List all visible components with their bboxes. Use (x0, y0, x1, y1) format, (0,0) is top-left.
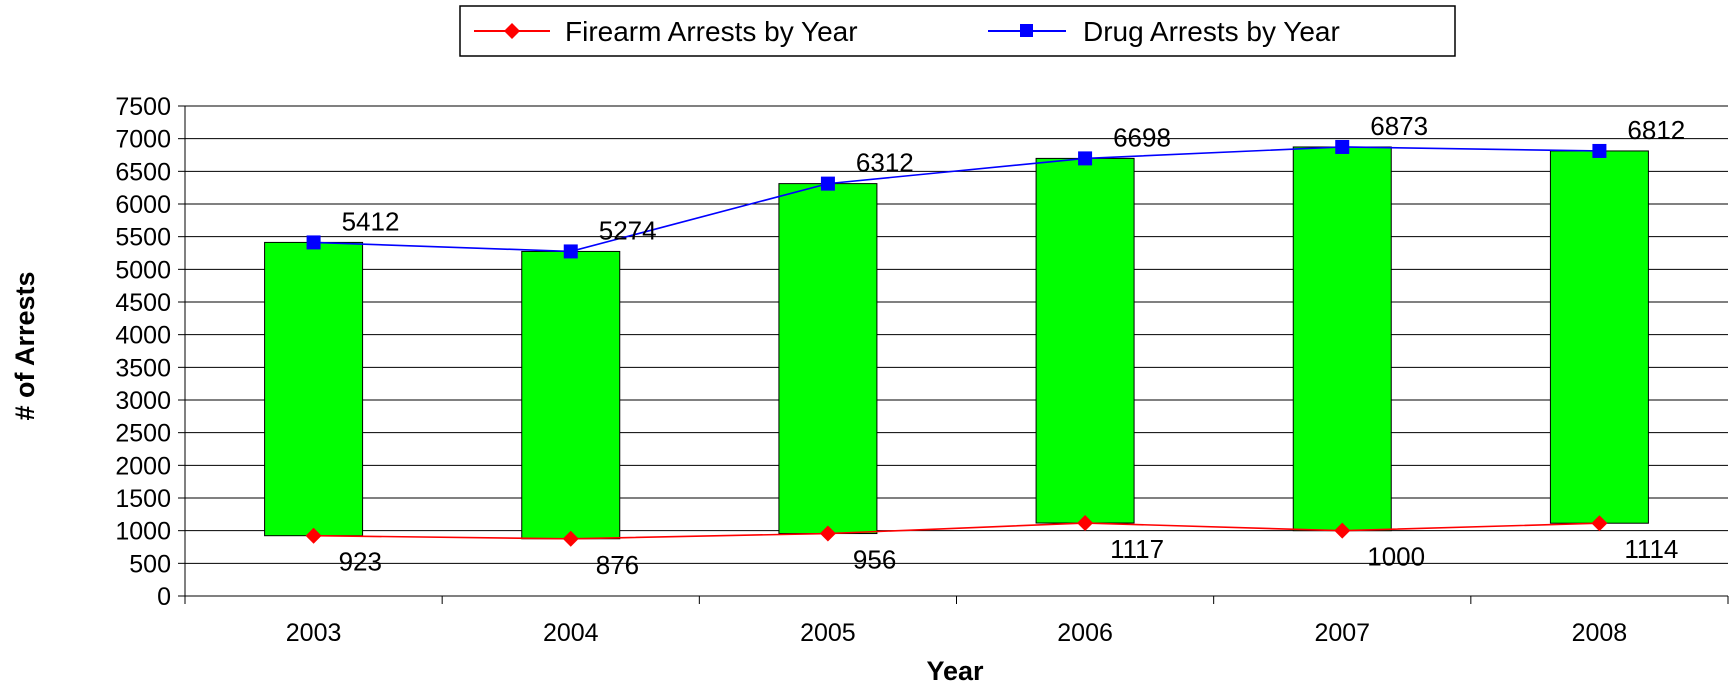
y-tick-label: 0 (157, 583, 171, 611)
y-tick-label: 1000 (115, 518, 171, 546)
range-bar (264, 241, 364, 537)
legend-box (459, 5, 1456, 57)
y-tick-label: 500 (129, 550, 171, 578)
data-point-drug (1592, 143, 1607, 158)
data-label-drug: 6698 (1113, 122, 1171, 152)
legend-marker-drug (1020, 24, 1033, 37)
series-lines (305, 139, 1608, 547)
x-tick-label: 2007 (1314, 619, 1370, 647)
legend-label-firearm: Firearm Arrests by Year (565, 16, 858, 47)
data-label-drug: 6312 (856, 148, 914, 178)
data-point-drug (563, 244, 578, 259)
gridlines (178, 105, 1728, 597)
data-label-firearm: 1114 (1624, 534, 1678, 564)
y-tick-label: 6000 (115, 191, 171, 219)
data-label-drug: 5412 (342, 206, 400, 236)
y-tick-label: 4500 (115, 289, 171, 317)
y-tick-label: 7500 (115, 93, 171, 121)
data-label-firearm: 1000 (1367, 542, 1425, 572)
x-tick-label: 2006 (1057, 619, 1113, 647)
data-label-drug: 6873 (1370, 111, 1428, 141)
data-point-firearm (562, 530, 579, 547)
y-axis-title: # of Arrests (10, 271, 40, 420)
data-point-firearm (1591, 515, 1608, 532)
y-tick-label: 1500 (115, 485, 171, 513)
x-tick-label: 2008 (1572, 619, 1628, 647)
range-bar (1292, 146, 1392, 532)
x-tick-labels: 2003 2004 2005 2006 2007 2008 (286, 619, 1627, 647)
legend-marker-firearm (504, 23, 520, 39)
data-point-firearm (819, 525, 836, 542)
data-label-drug: 6812 (1627, 115, 1685, 145)
y-tick-label: 6500 (115, 158, 171, 186)
data-point-firearm (1077, 515, 1094, 532)
range-bar (1549, 150, 1649, 524)
data-labels: 5412 5274 6312 6698 6873 6812 923 876 956 1117 100… (339, 111, 1686, 580)
data-point-drug (1078, 151, 1093, 166)
range-bar (521, 250, 621, 540)
data-label-firearm: 1117 (1110, 534, 1164, 564)
x-tick-label: 2005 (800, 619, 856, 647)
y-tick-label: 5500 (115, 224, 171, 252)
data-label-firearm: 923 (339, 547, 382, 577)
y-tick-label: 3000 (115, 387, 171, 415)
legend-label-drug: Drug Arrests by Year (1083, 16, 1340, 47)
range-bar (778, 183, 878, 535)
range-bars (264, 146, 1649, 540)
x-tick-label: 2004 (543, 619, 599, 647)
data-point-firearm (1334, 522, 1351, 539)
x-axis-title: Year (926, 656, 984, 686)
y-tick-label: 4000 (115, 322, 171, 350)
data-label-firearm: 956 (853, 545, 896, 575)
data-point-firearm (305, 527, 322, 544)
series-line-1 (313, 146, 1600, 253)
data-label-firearm: 876 (596, 550, 639, 580)
data-point-drug (820, 176, 835, 191)
axes (184, 106, 1729, 604)
range-bar (1035, 157, 1135, 524)
y-tick-label: 5000 (115, 256, 171, 284)
series-line-0 (313, 522, 1600, 540)
y-tick-label: 7000 (115, 126, 171, 154)
legend: Firearm Arrests by Year Drug Arrests by … (459, 5, 1456, 57)
y-tick-label: 2000 (115, 452, 171, 480)
y-tick-label: 2500 (115, 420, 171, 448)
y-tick-label: 3500 (115, 354, 171, 382)
data-label-drug: 5274 (599, 215, 657, 245)
data-point-drug (1335, 139, 1350, 154)
data-point-drug (306, 235, 321, 250)
x-tick-label: 2003 (286, 619, 342, 647)
y-tick-labels: 0 500 1000 1500 2000 2500 3000 3500 4000 4500 5000… (115, 93, 171, 611)
